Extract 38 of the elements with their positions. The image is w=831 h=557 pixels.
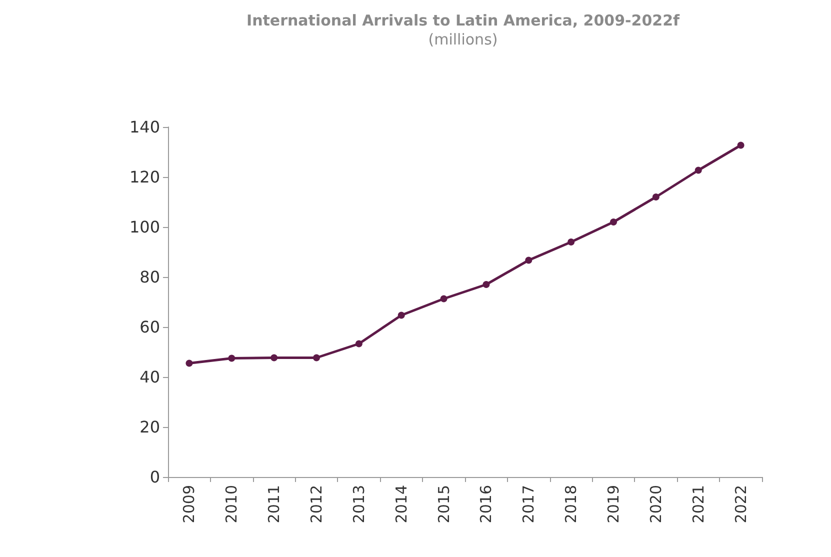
chart-subtitle: (millions) xyxy=(428,30,498,48)
x-tick-label: 2021 xyxy=(689,485,708,524)
x-tick-label: 2015 xyxy=(434,485,453,524)
y-tick-label: 80 xyxy=(140,268,160,286)
x-tick-label: 2017 xyxy=(520,485,538,524)
x-tick-label: 2016 xyxy=(477,485,496,524)
x-tick-label: 2010 xyxy=(222,485,241,524)
point xyxy=(186,360,193,367)
point xyxy=(355,340,362,348)
point xyxy=(525,256,532,264)
x-tick-label: 2019 xyxy=(604,485,622,524)
point xyxy=(228,354,236,362)
x-tick-label: 2014 xyxy=(392,485,410,524)
point xyxy=(482,281,490,288)
x-tick-label: 2013 xyxy=(350,485,368,524)
y-tick-label: 120 xyxy=(129,168,160,186)
x-tick-label: 2012 xyxy=(308,485,326,524)
y-tick-label: 100 xyxy=(129,218,160,236)
point xyxy=(440,295,448,302)
point xyxy=(270,354,278,362)
point xyxy=(568,238,575,246)
x-tick-label: 2018 xyxy=(562,485,580,524)
x-tick-label: 2022 xyxy=(732,485,750,524)
point xyxy=(694,166,702,174)
x-tick-label: 2011 xyxy=(265,485,284,524)
y-tick-label: 20 xyxy=(140,418,160,436)
x-tick-label: 2020 xyxy=(646,485,665,524)
x-tick-label: 2009 xyxy=(180,485,198,524)
point xyxy=(737,142,744,149)
chart-title: International Arrivals to Latin America, 2009-2022f xyxy=(246,12,680,30)
y-tick-label: 60 xyxy=(140,318,160,336)
y-tick-label: 0 xyxy=(150,468,160,486)
point xyxy=(313,354,320,362)
y-tick-label: 40 xyxy=(140,368,160,386)
point xyxy=(652,194,660,200)
point xyxy=(398,312,405,319)
y-tick-label: 140 xyxy=(129,118,160,136)
point xyxy=(610,218,617,226)
